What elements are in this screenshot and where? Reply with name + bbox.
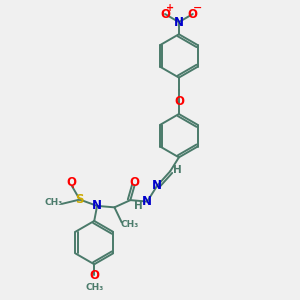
Text: O: O	[188, 8, 198, 20]
Text: N: N	[174, 16, 184, 28]
Text: O: O	[174, 95, 184, 108]
Text: N: N	[142, 195, 152, 208]
Text: ·: ·	[71, 181, 75, 195]
Text: O: O	[160, 8, 170, 20]
Text: CH₃: CH₃	[120, 220, 139, 229]
Text: O: O	[67, 176, 77, 189]
Text: −: −	[193, 3, 202, 13]
Text: O: O	[89, 269, 99, 282]
Text: CH₃: CH₃	[44, 198, 62, 207]
Text: O: O	[130, 176, 140, 189]
Text: H: H	[134, 201, 143, 211]
Text: N: N	[92, 200, 102, 212]
Text: N: N	[152, 179, 162, 192]
Text: CH₃: CH₃	[85, 283, 103, 292]
Text: H: H	[173, 165, 182, 175]
Text: S: S	[76, 193, 84, 206]
Text: +: +	[166, 3, 174, 13]
